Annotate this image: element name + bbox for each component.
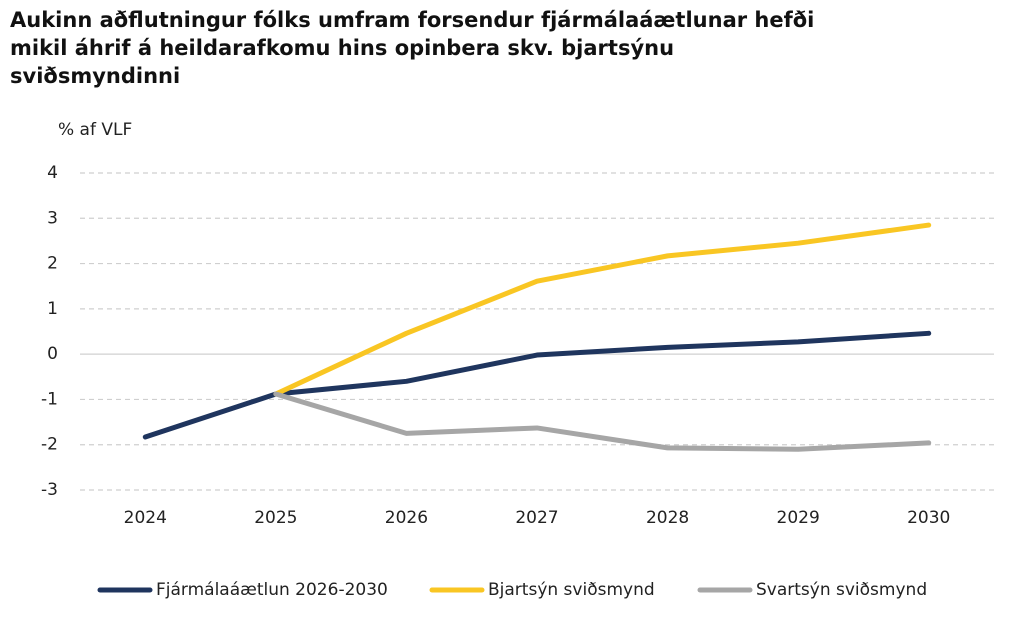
legend-label: Bjartsýn sviðsmynd xyxy=(488,580,655,600)
y-tick-label: 2 xyxy=(47,254,58,274)
x-tick-label: 2028 xyxy=(646,508,689,528)
legend-label: Fjármálaáætlun 2026-2030 xyxy=(156,580,388,600)
y-axis-label: % af VLF xyxy=(58,120,132,140)
series-line xyxy=(142,330,932,440)
y-tick-label: 4 xyxy=(47,163,58,183)
series-line xyxy=(273,391,932,452)
x-tick-label: 2027 xyxy=(515,508,558,528)
y-tick-label: 3 xyxy=(47,208,58,228)
y-tick-label: -3 xyxy=(41,480,58,500)
x-tick-label: 2030 xyxy=(907,508,950,528)
x-tick-label: 2025 xyxy=(254,508,297,528)
y-tick-label: 0 xyxy=(47,344,58,364)
x-tick-label: 2026 xyxy=(385,508,428,528)
legend-label: Svartsýn sviðsmynd xyxy=(756,580,927,600)
x-tick-label: 2029 xyxy=(777,508,820,528)
chart-title: Aukinn aðflutningur fólks umfram forsend… xyxy=(10,8,815,88)
y-tick-label: -1 xyxy=(41,389,58,409)
series-line xyxy=(273,222,932,397)
y-tick-label: -2 xyxy=(41,435,58,455)
x-tick-label: 2024 xyxy=(124,508,167,528)
y-tick-label: 1 xyxy=(47,299,58,319)
